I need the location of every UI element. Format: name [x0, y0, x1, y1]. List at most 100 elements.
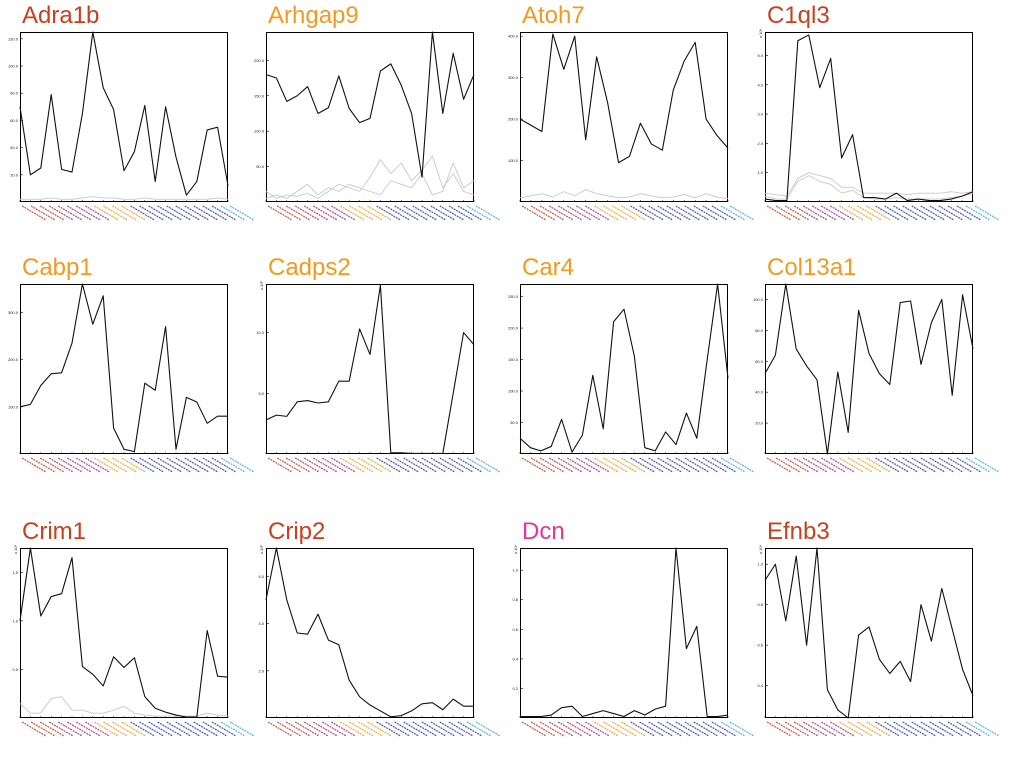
- y-tick-label: 0.2: [512, 686, 518, 691]
- x-category-label: [285, 457, 311, 473]
- y-tick-label: 120.0: [8, 36, 19, 41]
- chart-panel-car4: Car4 50.0 100.0 150.0 200.0 250.0: [500, 252, 756, 508]
- x-category-label: [21, 721, 47, 737]
- x-category-label: [394, 457, 419, 473]
- x-category-label: [603, 721, 628, 737]
- chart-svg: 100.0 200.0 300.0 400.0: [508, 33, 755, 221]
- chart-svg: 100.0 200.0 300.0: [8, 283, 255, 473]
- x-category-label: [184, 205, 210, 221]
- x-category-label: [594, 457, 619, 473]
- x-category-label: [693, 205, 719, 221]
- x-category-label: [39, 721, 65, 737]
- x-category-label: [539, 457, 565, 473]
- x-category-label: [421, 721, 447, 737]
- x-category-label: [585, 721, 610, 737]
- x-category-label: [802, 457, 828, 473]
- x-category-label: [884, 457, 909, 473]
- series-line-main: [19, 283, 228, 453]
- y-tick-label: 150.0: [508, 357, 519, 362]
- x-category-label: [57, 721, 83, 737]
- y-tick-label: 0.6: [512, 627, 518, 632]
- x-category-label: [729, 721, 755, 737]
- series-line-main: [19, 31, 229, 196]
- x-category-label: [884, 205, 909, 221]
- x-category-label: [839, 205, 864, 221]
- y-tick-label: 5.0: [757, 53, 763, 58]
- x-category-label: [112, 721, 137, 737]
- x-category-label: [48, 205, 74, 221]
- x-category-label: [121, 721, 146, 737]
- x-category-label: [202, 457, 228, 473]
- x-category-label: [439, 205, 465, 221]
- x-category-label: [303, 721, 329, 737]
- x-category-label: [367, 205, 392, 221]
- x-category-label: [693, 457, 719, 473]
- x-category-label: [66, 457, 92, 473]
- x-category-label: [929, 205, 955, 221]
- y-tick-label: 80.0: [755, 328, 764, 333]
- chart-title: Dcn: [522, 518, 565, 545]
- x-category-label: [557, 457, 583, 473]
- x-category-label: [148, 205, 173, 221]
- y-tick-label: 100.0: [254, 129, 265, 134]
- x-category-label: [684, 721, 710, 737]
- y-tick-label: 0.4: [512, 656, 518, 661]
- y-tick-label: 60.0: [755, 359, 764, 364]
- x-category-label: [902, 205, 927, 221]
- y-tick-label: 4.0: [258, 621, 264, 626]
- x-category-label: [321, 457, 347, 473]
- x-category-label: [956, 205, 982, 221]
- y-tick-label: 0.8: [512, 597, 518, 602]
- plot-area: [20, 548, 228, 718]
- x-category-label: [830, 457, 855, 473]
- x-category-label: [367, 721, 392, 737]
- x-category-label: [729, 205, 755, 221]
- x-category-label: [403, 457, 428, 473]
- x-category-label: [820, 205, 846, 221]
- x-category-label: [784, 721, 810, 737]
- x-category-label: [530, 205, 556, 221]
- x-category-label: [575, 721, 601, 737]
- series-line-faint: [19, 696, 229, 717]
- x-category-label: [702, 205, 728, 221]
- x-category-label: [630, 721, 655, 737]
- series-line-main: [519, 33, 729, 164]
- y-tick-label: 250.0: [508, 294, 519, 299]
- y-tick-label: 0.8: [757, 602, 763, 607]
- x-category-label: [21, 457, 47, 473]
- x-category-label: [193, 457, 219, 473]
- x-category-label: [112, 205, 137, 221]
- x-category-label: [784, 205, 810, 221]
- x-category-label: [766, 457, 792, 473]
- x-category-label: [130, 457, 155, 473]
- x-category-label: [820, 457, 846, 473]
- x-category-label: [202, 205, 228, 221]
- y-tick-label: 80.0: [10, 91, 19, 96]
- x-category-label: [457, 721, 483, 737]
- x-category-label: [294, 205, 320, 221]
- x-category-label: [612, 457, 637, 473]
- y-tick-label: 4.0: [757, 82, 763, 87]
- x-category-label: [276, 721, 302, 737]
- x-category-label: [385, 457, 410, 473]
- y-tick-label: 0.4: [757, 683, 763, 688]
- x-category-label: [820, 721, 846, 737]
- x-category-label: [166, 721, 191, 737]
- x-category-label: [793, 457, 819, 473]
- x-category-label: [548, 721, 574, 737]
- y-tick-label: 1.0: [12, 618, 18, 623]
- x-category-label: [229, 721, 255, 737]
- y-tick-label: 400.0: [508, 34, 519, 39]
- x-category-label: [720, 457, 746, 473]
- y-axis-multiplier: x 10³: [259, 280, 264, 290]
- x-category-label: [920, 721, 946, 737]
- x-category-label: [130, 205, 155, 221]
- x-category-label: [220, 721, 246, 737]
- x-category-label: [267, 721, 293, 737]
- chart-svg: 50.0 100.0 150.0 200.0 250.0: [508, 283, 755, 473]
- x-category-label: [693, 721, 719, 737]
- x-category-label: [675, 205, 701, 221]
- x-category-label: [793, 721, 819, 737]
- x-category-label: [530, 457, 556, 473]
- series-line-main: [265, 284, 475, 454]
